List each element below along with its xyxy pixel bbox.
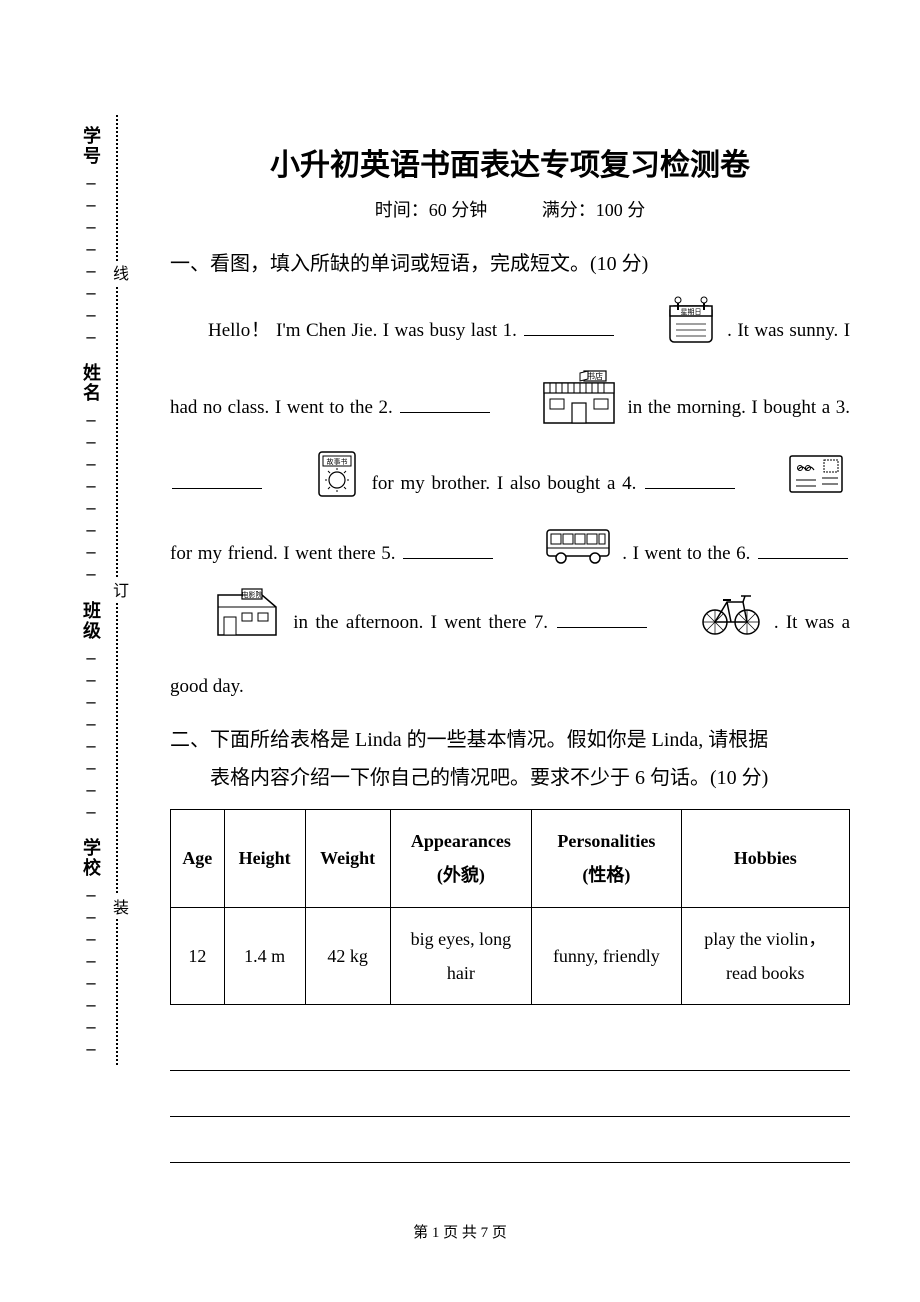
id-field: 学号________ <box>78 126 104 342</box>
section2-line2: 表格内容介绍一下你自己的情况吧。要求不少于 6 句话。(10 分) <box>170 759 850 797</box>
section1-heading: 一、看图，填入所缺的单词或短语，完成短文。(10 分) <box>170 242 850 286</box>
page-footer: 第 1 页 共 7 页 <box>0 1221 920 1242</box>
storybook-icon: 故事书 <box>275 448 361 521</box>
answer-line-1[interactable] <box>170 1029 850 1071</box>
svg-text:星期日: 星期日 <box>680 308 701 316</box>
exam-meta: 时间：60 分钟 满分：100 分 <box>170 196 850 222</box>
binding-area: 学校________ 班级________ 姓名________ 学号_____… <box>78 115 138 1065</box>
binding-labels: 学校________ 班级________ 姓名________ 学号_____… <box>78 115 104 1065</box>
cell-height: 1.4 m <box>224 907 305 1004</box>
binding-mark-2: 订 <box>106 578 130 602</box>
binding-mark-3: 线 <box>106 261 130 285</box>
main-content: 小升初英语书面表达专项复习检测卷 时间：60 分钟 满分：100 分 一、看图，… <box>170 140 850 1167</box>
answer-line-3[interactable] <box>170 1121 850 1163</box>
binding-marks: 装 订 线 <box>106 115 130 1065</box>
blank-6[interactable] <box>758 539 848 559</box>
cell-age: 12 <box>171 907 225 1004</box>
blank-5[interactable] <box>403 539 493 559</box>
page-title: 小升初英语书面表达专项复习检测卷 <box>170 140 850 184</box>
name-field: 姓名________ <box>78 363 104 579</box>
bookstore-icon: 书店 <box>502 369 618 448</box>
table-header-row: Age Height Weight Appearances(外貌) Person… <box>171 810 850 907</box>
blank-7[interactable] <box>557 608 647 628</box>
section2-line1: 二、下面所给表格是 Linda 的一些基本情况。假如你是 Linda, 请根据 <box>170 721 850 759</box>
passage-text-6: in the afternoon. I went there 7. <box>293 612 555 633</box>
col-appearance: Appearances(外貌) <box>390 810 532 907</box>
class-field: 班级________ <box>78 601 104 817</box>
passage-text-4: for my friend. I went there 5. <box>170 543 401 564</box>
info-table: Age Height Weight Appearances(外貌) Person… <box>170 809 850 1005</box>
section2-heading: 二、下面所给表格是 Linda 的一些基本情况。假如你是 Linda, 请根据 … <box>170 721 850 797</box>
cell-hobbies: play the violin，read books <box>681 907 849 1004</box>
svg-text:书店: 书店 <box>587 371 603 381</box>
svg-text:电影院: 电影院 <box>242 590 263 599</box>
col-hobbies: Hobbies <box>681 810 849 907</box>
bicycle-icon <box>661 590 763 657</box>
section1-passage: Hello！ I'm Chen Jie. I was busy last 1. … <box>170 294 850 713</box>
col-weight: Weight <box>305 810 390 907</box>
blank-4[interactable] <box>645 469 735 489</box>
table-data-row: 12 1.4 m 42 kg big eyes, longhair funny,… <box>171 907 850 1004</box>
col-height: Height <box>224 810 305 907</box>
cinema-icon: 电影院 <box>174 587 282 660</box>
passage-text-3: for my brother. I also bought a 4. <box>372 473 644 494</box>
passage-text-0: Hello！ I'm Chen Jie. I was busy last 1. <box>208 320 522 341</box>
col-age: Age <box>171 810 225 907</box>
bus-icon <box>505 522 613 587</box>
cell-appearance: big eyes, longhair <box>390 907 532 1004</box>
answer-line-2[interactable] <box>170 1075 850 1117</box>
passage-text-2: in the morning. I bought a 3. <box>628 397 850 418</box>
blank-3[interactable] <box>172 469 262 489</box>
binding-mark-1: 装 <box>106 895 130 919</box>
blank-1[interactable] <box>524 316 614 336</box>
time-limit: 时间：60 分钟 <box>375 200 488 220</box>
school-field: 学校________ <box>78 838 104 1054</box>
cell-personality: funny, friendly <box>532 907 681 1004</box>
passage-text-5: . I went to the 6. <box>622 543 756 564</box>
col-personality: Personalities(性格) <box>532 810 681 907</box>
answer-lines <box>170 1029 850 1163</box>
full-score: 满分：100 分 <box>542 200 646 220</box>
cell-weight: 42 kg <box>305 907 390 1004</box>
postcard-icon <box>748 452 846 517</box>
svg-text:故事书: 故事书 <box>326 457 347 466</box>
calendar-icon: 星期日 <box>626 294 718 369</box>
blank-2[interactable] <box>400 393 490 413</box>
